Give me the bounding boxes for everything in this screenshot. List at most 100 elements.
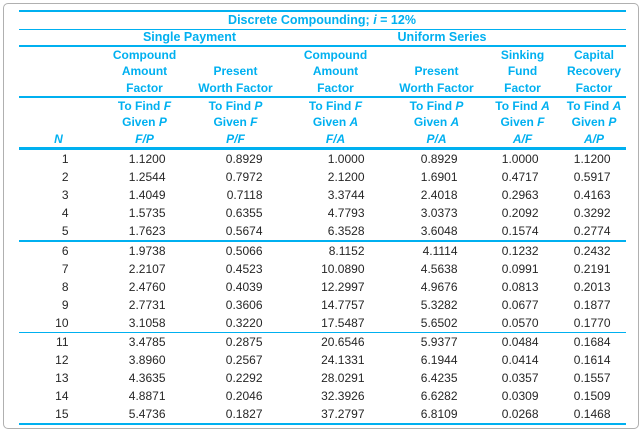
cell-n: 15 [55, 407, 69, 421]
header-line: Worth Factor [198, 80, 273, 95]
header-line: Recovery [566, 64, 622, 78]
cell-fp: 1.2544 [128, 170, 166, 184]
header-line: To Find A [566, 98, 622, 113]
header-line [19, 47, 99, 64]
header-line: Compound [112, 47, 177, 62]
cell-af: 0.0677 [501, 297, 539, 312]
header-line: Given P [122, 115, 167, 129]
cell-fa: 12.2997 [321, 279, 365, 294]
header-line: To Find P [208, 98, 263, 113]
cell-fa: 14.7757 [321, 297, 365, 312]
header-line: N [54, 131, 63, 146]
header-line: F/P [135, 131, 154, 146]
cell-n: 7 [61, 261, 69, 276]
cell-fp: 3.4785 [128, 335, 166, 349]
cell-n: 11 [56, 335, 69, 349]
group-header-row: Single Payment Uniform Series [19, 30, 626, 45]
header-line: F/A [325, 131, 346, 146]
cell-pf: 0.2046 [225, 389, 263, 403]
cell-af: 0.4717 [501, 170, 539, 184]
table-row: 12 3.8960 0.2567 24.1331 6.1944 0.0414 0.1614 [19, 351, 626, 369]
cell-af: 0.0570 [501, 315, 539, 330]
cell-fa: 8.1152 [328, 243, 365, 258]
header-line [19, 80, 99, 97]
cell-pf: 0.5066 [225, 243, 263, 258]
table-row: 4 1.5735 0.6355 4.7793 3.0373 0.2092 0.3292 [19, 204, 626, 222]
column-subheader-fp: To Find F Given P F/P [99, 98, 191, 148]
header-line: Fund [507, 64, 538, 78]
cell-n: 8 [61, 279, 69, 294]
cell-fa: 3.3744 [327, 188, 365, 202]
cell-af: 0.0813 [501, 279, 539, 294]
cell-pf: 0.8929 [225, 152, 263, 166]
header-line: Capital [573, 47, 614, 62]
table-row: 15 5.4736 0.1827 37.2797 6.8109 0.0268 0.1468 [19, 405, 626, 423]
cell-ap: 0.4163 [573, 188, 611, 202]
cell-fa: 37.2797 [321, 407, 365, 421]
header-line: Given F [213, 115, 258, 129]
cell-pa: 5.6502 [420, 315, 458, 330]
group-header-single-payment: Single Payment [142, 30, 237, 44]
column-header-fp: Compound Amount Factor [99, 47, 191, 97]
table-title-text: Discrete Compounding; i = 12% [228, 12, 416, 27]
header-line: Factor [126, 80, 163, 95]
cell-ap: 0.1557 [573, 371, 611, 385]
rule-bottom [18, 423, 626, 425]
cell-n: 13 [55, 371, 69, 385]
table-row: 13 4.3635 0.2292 28.0291 6.4235 0.0357 0.1557 [19, 369, 626, 387]
cell-n: 5 [61, 224, 69, 238]
cell-ap: 0.1684 [573, 335, 611, 349]
header-line: Compound [303, 47, 368, 62]
column-header-fa: Compound Amount Factor [281, 47, 391, 97]
cell-fa: 10.0890 [321, 261, 365, 276]
table-frame: Discrete Compounding; i = 12% Single Pay… [3, 3, 639, 429]
cell-fp: 1.5735 [128, 206, 166, 220]
cell-fp: 4.8871 [128, 389, 166, 403]
header-line: Amount [121, 64, 168, 78]
cell-af: 0.0309 [501, 389, 539, 403]
cell-pa: 3.6048 [420, 224, 458, 238]
header-line: Given A [413, 115, 460, 129]
cell-n: 3 [61, 188, 69, 202]
cell-fp: 2.7731 [128, 297, 166, 312]
cell-ap: 0.3292 [573, 206, 611, 220]
header-line: Sinking [500, 47, 545, 62]
rule-top [18, 10, 626, 12]
header-line: To Find A [495, 98, 550, 113]
header-line: Worth Factor [399, 80, 474, 95]
header-line: Given A [312, 115, 359, 129]
header-line: Given F [500, 115, 545, 129]
table-row: 10 3.1058 0.3220 17.5487 5.6502 0.0570 0.1770 [19, 314, 626, 332]
header-line: To Find F [308, 98, 363, 113]
cell-af: 0.0414 [501, 353, 539, 367]
cell-ap: 0.1468 [573, 407, 611, 421]
table-title: Discrete Compounding; i = 12% [19, 12, 626, 29]
table-row: 11 3.4785 0.2875 20.6546 5.9377 0.0484 0.1684 [19, 333, 626, 351]
cell-fp: 2.4760 [128, 279, 166, 294]
cell-fp: 3.1058 [128, 315, 166, 330]
column-subheader-n: N [19, 98, 99, 148]
cell-pa: 6.6282 [420, 389, 458, 403]
header-line: A/P [583, 131, 604, 146]
column-subheader-pf: To Find P Given F P/F [191, 98, 281, 148]
column-header-ap: Capital Recovery Factor [563, 47, 626, 97]
factor-table: Discrete Compounding; i = 12% Single Pay… [18, 10, 626, 425]
cell-pf: 0.7972 [225, 170, 263, 184]
rule-below-factor-names [18, 96, 626, 98]
cell-af: 0.1232 [501, 243, 539, 258]
table-row: 6 1.9738 0.5066 8.1152 4.1114 0.1232 0.2432 [19, 242, 626, 260]
cell-pa: 5.9377 [420, 335, 458, 349]
cell-fp: 5.4736 [128, 407, 166, 421]
header-line: Present [414, 64, 459, 78]
header-line: To Find F [117, 98, 172, 113]
cell-af: 0.2963 [501, 188, 539, 202]
cell-ap: 0.1877 [573, 297, 611, 312]
header-line: A/F [512, 131, 533, 146]
to-find-header-row: N To Find F Given P F/P To Find P Given F P/F T… [19, 98, 626, 148]
rule-below-title [18, 28, 626, 30]
header-line: Factor [317, 80, 354, 95]
cell-fp: 1.1200 [128, 152, 166, 166]
table-row: 5 1.7623 0.5674 6.3528 3.6048 0.1574 0.2774 [19, 222, 626, 240]
cell-n: 1 [61, 152, 69, 166]
